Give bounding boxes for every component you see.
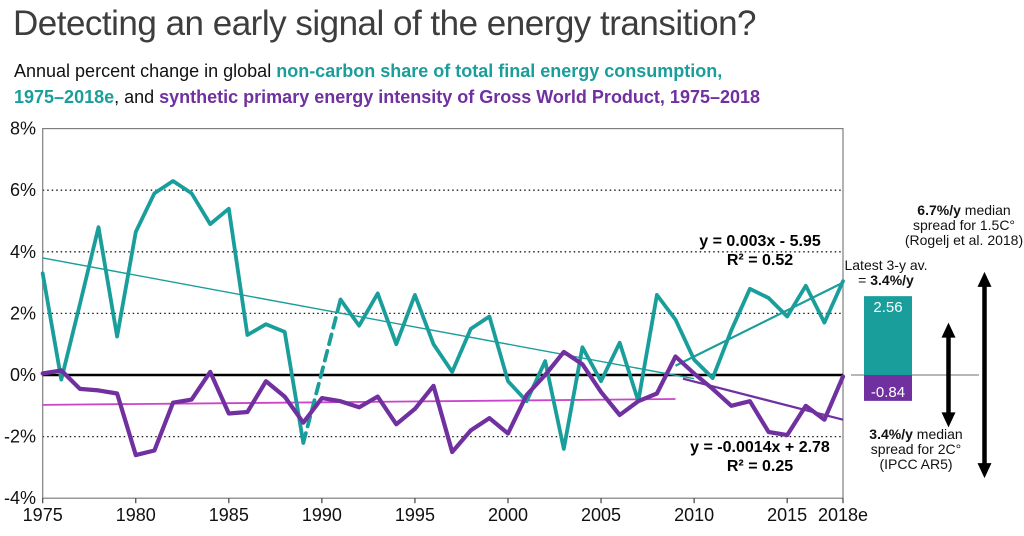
x-axis-label: 1980	[116, 505, 156, 525]
y-axis-label: 6%	[10, 180, 36, 200]
subtitle-mid: , and	[114, 87, 160, 107]
noncarbon-trend-equation-line: y = 0.003x - 5.95	[699, 233, 821, 250]
y-axis-label: -2%	[4, 427, 36, 447]
latest-noncarbon-bar	[864, 296, 912, 375]
spread-15c-value: 6.7%/y	[917, 202, 961, 218]
intensity-trend-1975-2009	[42, 398, 676, 406]
plot-border	[42, 128, 844, 499]
subtitle-prefix: Annual percent change in global	[14, 61, 277, 81]
latest-3y-label: Latest 3-y av.	[844, 257, 928, 273]
x-axis-label: 2018e	[818, 505, 868, 525]
noncarbon-trend-2009-2018	[675, 281, 844, 367]
x-axis-label: 2005	[581, 505, 621, 525]
y-axis-label: 4%	[10, 242, 36, 262]
noncarbon-trend-equation: y = 0.003x - 5.95 R² = 0.52	[640, 232, 880, 270]
spread-15c-note: 6.7%/y median spread for 1.5C° (Rogelj e…	[889, 203, 1024, 248]
noncarbon-trend-1975-2010	[42, 257, 695, 380]
noncarbon-share-line	[40, 179, 306, 445]
intensity-trend-equation: y = -0.0014x + 2.78 R² = 0.25	[640, 438, 880, 476]
spread-2c-note: 3.4%/y median spread for 2C° (IPCC AR5)	[846, 427, 986, 472]
x-axis-label: 1990	[302, 505, 342, 525]
noncarbon-share-line-dashed-gap	[301, 297, 343, 445]
noncarbon-trend-r2: R² = 0.52	[726, 252, 794, 269]
subtitle-noncarbon-years: 1975–2018e	[14, 87, 115, 107]
x-axis-label: 2000	[488, 505, 528, 525]
intensity-trend-equation-line: y = -0.0014x + 2.78	[690, 439, 830, 456]
y-axis-label: 2%	[10, 303, 36, 323]
spread-2c-value: 3.4%/y	[869, 426, 913, 442]
latest-intensity-bar	[864, 375, 912, 401]
intensity-trend-r2: R² = 0.25	[726, 458, 794, 475]
spread-2c-line2: spread for 2C°	[870, 441, 962, 457]
spread-15c-source: (Rogelj et al. 2018)	[904, 232, 1024, 248]
latest-intensity-bar-value: -0.84	[871, 384, 905, 401]
x-axis-label: 1995	[395, 505, 435, 525]
x-axis-label: 2010	[674, 505, 714, 525]
spread-15c-rest: median	[960, 202, 1011, 218]
latest-noncarbon-bar-value: 2.56	[873, 299, 902, 316]
subtitle: Annual percent change in global non-carb…	[14, 58, 760, 110]
subtitle-noncarbon-series-label: non-carbon share of total final energy c…	[276, 61, 723, 81]
y-axis-label: -4%	[4, 488, 36, 508]
latest-3y-average-note: Latest 3-y av. = 3.4%/y	[826, 258, 946, 288]
spread-2c-source: (IPCC AR5)	[879, 456, 953, 472]
latest-3y-value: 3.4%/y	[870, 272, 914, 288]
y-axis-label: 0%	[10, 365, 36, 385]
spread-15c-arrow-head-down	[977, 463, 992, 479]
subtitle-intensity-series-label: synthetic primary energy intensity of Gr…	[159, 87, 761, 107]
page-title: Detecting an early signal of the energy …	[13, 4, 757, 43]
y-axis-label: 8%	[10, 119, 36, 139]
x-axis-label: 1975	[23, 505, 63, 525]
x-axis-label: 2015	[767, 505, 807, 525]
spread-2c-arrow-head-down	[941, 412, 956, 428]
noncarbon-share-line	[338, 279, 845, 451]
x-axis-label: 1985	[209, 505, 249, 525]
spread-15c-arrow-head-up	[977, 271, 992, 287]
energy-intensity-line	[40, 349, 846, 458]
latest-3y-equals: =	[858, 272, 871, 288]
spread-2c-rest: median	[912, 426, 963, 442]
spread-15c-line2: spread for 1.5C°	[912, 217, 1016, 233]
spread-2c-arrow-head-up	[941, 322, 956, 338]
